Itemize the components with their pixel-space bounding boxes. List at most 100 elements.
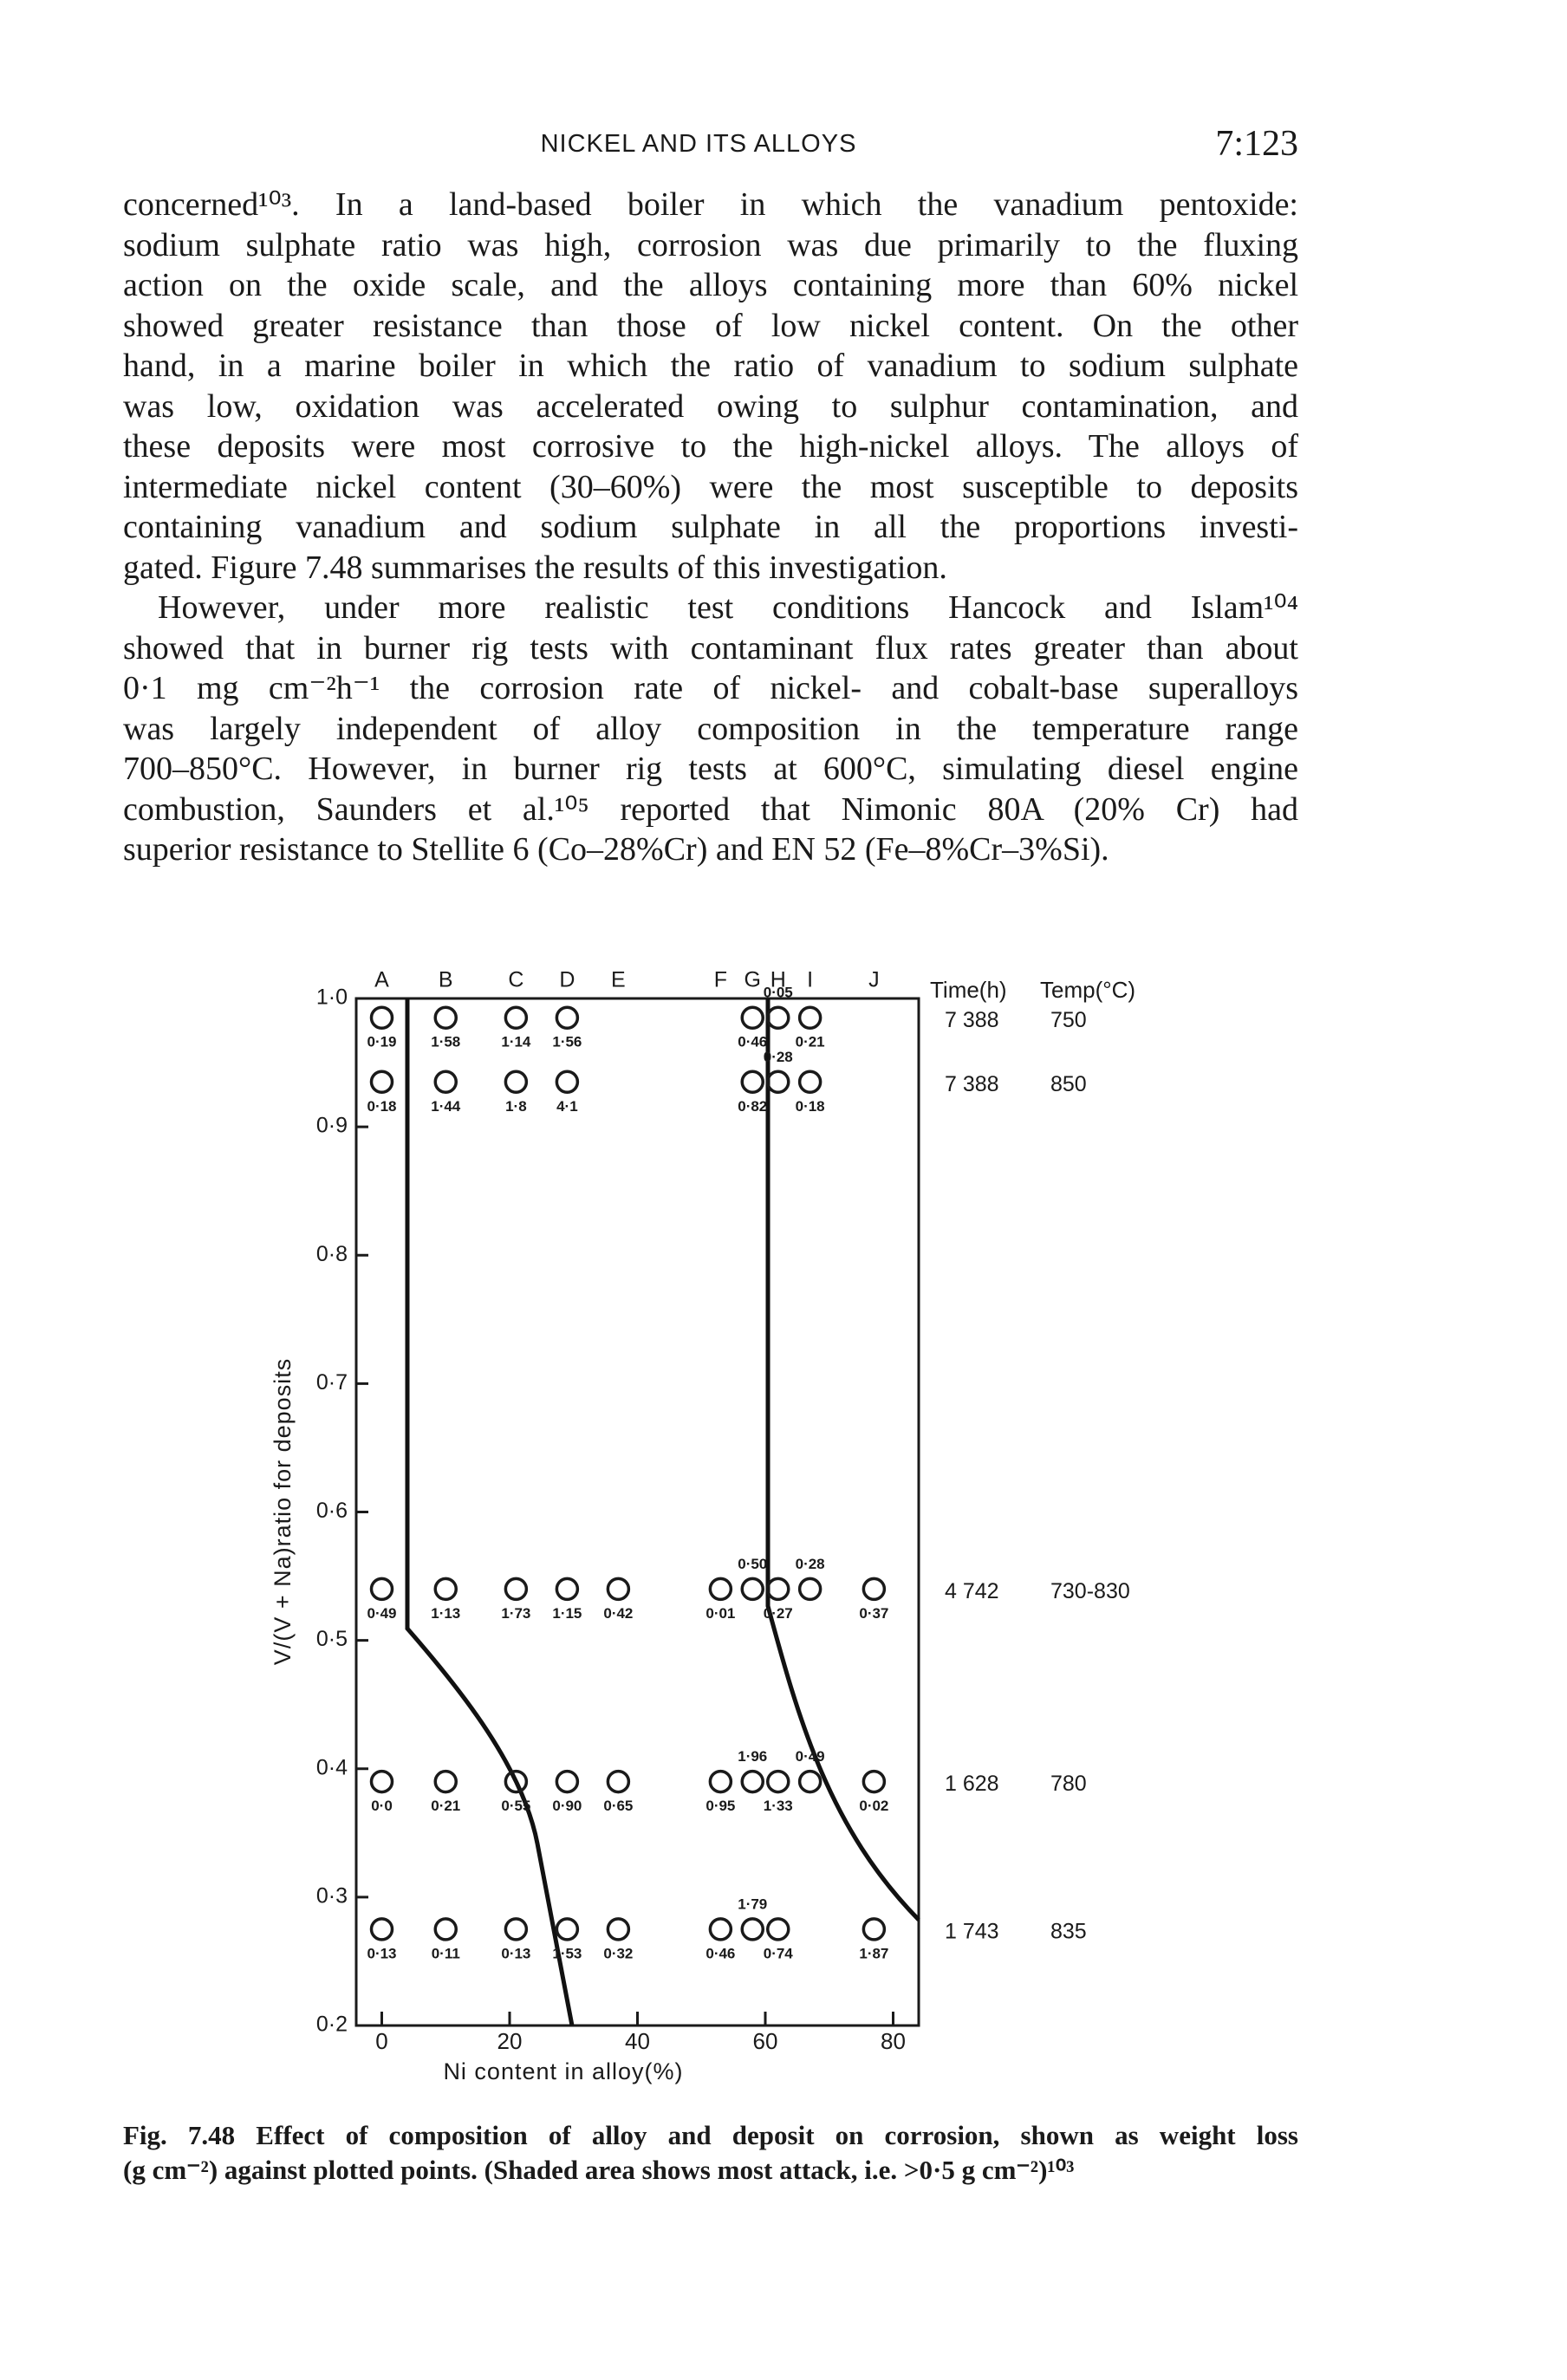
data-label: 0·18 bbox=[367, 1098, 396, 1115]
data-point bbox=[606, 1917, 631, 1941]
text-line: 700–850°C. However, in burner rig tests … bbox=[123, 751, 1298, 787]
page-number: 7:123 bbox=[1215, 124, 1298, 164]
data-point bbox=[369, 1769, 394, 1794]
data-label: 0·65 bbox=[603, 1798, 633, 1814]
y-tick-label: 0·6 bbox=[316, 1499, 348, 1523]
column-label: G bbox=[744, 968, 761, 992]
data-point bbox=[606, 1577, 631, 1602]
data-label: 0·90 bbox=[552, 1798, 582, 1814]
y-tick-label: 0·7 bbox=[316, 1370, 348, 1395]
data-label: 0·49 bbox=[367, 1605, 396, 1622]
text-line: concerned¹⁰³. In a land-based boiler in … bbox=[123, 186, 1298, 223]
data-label: 1·73 bbox=[501, 1605, 530, 1622]
text-line: containing vanadium and sodium sulphate … bbox=[123, 509, 1298, 545]
data-point bbox=[433, 1917, 458, 1941]
boundary-curve bbox=[765, 998, 920, 1922]
data-label: 0·74 bbox=[764, 1945, 794, 1961]
x-tick-label: 20 bbox=[497, 2028, 523, 2054]
data-point bbox=[504, 1917, 529, 1941]
y-tick-label: 0·2 bbox=[316, 2013, 348, 2037]
data-label: 1·56 bbox=[552, 1034, 582, 1050]
text-line: 0·1 mg cm⁻²h⁻¹ the corrosion rate of nic… bbox=[123, 670, 1298, 706]
text-line: action on the oxide scale, and the alloy… bbox=[123, 267, 1298, 303]
data-point bbox=[555, 1577, 580, 1602]
data-label: 0·46 bbox=[738, 1034, 767, 1050]
data-point bbox=[708, 1917, 733, 1941]
y-axis-title: V/(V + Na)ratio for deposits bbox=[270, 1358, 296, 1665]
data-label: 0·28 bbox=[764, 1049, 793, 1065]
data-label: 0·0 bbox=[371, 1798, 393, 1814]
data-label: 1·44 bbox=[431, 1098, 461, 1115]
data-label: 0·46 bbox=[705, 1945, 735, 1961]
data-point bbox=[369, 1005, 394, 1030]
data-point bbox=[369, 1070, 394, 1095]
data-point bbox=[555, 1917, 580, 1941]
data-point bbox=[369, 1577, 394, 1602]
column-label: E bbox=[611, 968, 626, 992]
data-label: 0·95 bbox=[705, 1798, 735, 1814]
caption-line: (g cm⁻²) against plotted points. (Shaded… bbox=[123, 2155, 1075, 2185]
temp-cell: 730-830 bbox=[1050, 1579, 1130, 1603]
data-point bbox=[740, 1577, 764, 1602]
time-cell: 1 743 bbox=[945, 1920, 999, 1944]
data-point bbox=[555, 1005, 580, 1030]
y-tick-label: 0·9 bbox=[316, 1114, 348, 1138]
column-label: A bbox=[374, 968, 389, 992]
data-label: 0·37 bbox=[859, 1605, 888, 1622]
y-tick-label: 1·0 bbox=[316, 985, 348, 1010]
y-tick-label: 0·8 bbox=[316, 1242, 348, 1266]
plot-frame bbox=[354, 997, 920, 2027]
text-line: superior resistance to Stellite 6 (Co–28… bbox=[123, 831, 1109, 868]
data-label: 0·49 bbox=[796, 1748, 825, 1765]
data-point bbox=[433, 1005, 458, 1030]
x-tick-label: 40 bbox=[625, 2028, 650, 2054]
text-line: gated. Figure 7.48 summarises the result… bbox=[123, 549, 947, 586]
column-label: C bbox=[508, 968, 523, 992]
data-point bbox=[766, 1917, 790, 1941]
data-point bbox=[708, 1577, 733, 1602]
y-tick-label: 0·5 bbox=[316, 1627, 348, 1651]
data-label: 1·79 bbox=[738, 1896, 767, 1912]
text-line: was largely independent of alloy composi… bbox=[123, 710, 1298, 747]
data-label: 1·53 bbox=[552, 1945, 582, 1961]
data-label: 1·87 bbox=[859, 1945, 888, 1961]
temp-cell: 850 bbox=[1050, 1072, 1087, 1096]
data-label: 0·32 bbox=[603, 1945, 633, 1961]
y-tick-label: 0·3 bbox=[316, 1883, 348, 1908]
column-label: B bbox=[439, 968, 453, 992]
data-label: 1·58 bbox=[431, 1034, 460, 1050]
data-point bbox=[433, 1577, 458, 1602]
data-label: 0·55 bbox=[501, 1798, 530, 1814]
column-label: J bbox=[868, 968, 880, 992]
data-point bbox=[862, 1769, 887, 1794]
text-line: hand, in a marine boiler in which the ra… bbox=[123, 348, 1298, 384]
data-point bbox=[504, 1070, 529, 1095]
column-label: F bbox=[714, 968, 727, 992]
data-point bbox=[766, 1005, 790, 1030]
data-label: 0·01 bbox=[705, 1605, 735, 1622]
data-label: 1·13 bbox=[431, 1605, 460, 1622]
caption-line: Fig. 7.48 Effect of composition of alloy… bbox=[123, 2120, 1298, 2150]
data-point bbox=[555, 1070, 580, 1095]
data-point bbox=[797, 1005, 823, 1030]
data-point bbox=[740, 1917, 764, 1941]
text-line: showed greater resistance than those of … bbox=[123, 307, 1298, 344]
temp-cell: 750 bbox=[1050, 1008, 1087, 1032]
data-point bbox=[606, 1769, 631, 1794]
data-point bbox=[797, 1070, 823, 1095]
data-point bbox=[740, 1070, 764, 1095]
data-label: 0·13 bbox=[367, 1945, 396, 1961]
data-label: 0·18 bbox=[796, 1098, 825, 1115]
data-point bbox=[504, 1769, 529, 1794]
data-label: 0·21 bbox=[796, 1034, 825, 1050]
data-point bbox=[708, 1769, 733, 1794]
boundary-curve bbox=[405, 998, 575, 2026]
temp-cell: 835 bbox=[1050, 1920, 1087, 1944]
data-point bbox=[766, 1070, 790, 1095]
text-line: was low, oxidation was accelerated owing… bbox=[123, 387, 1298, 425]
data-point bbox=[766, 1577, 790, 1602]
data-label: 1·15 bbox=[552, 1605, 582, 1622]
data-point bbox=[504, 1005, 529, 1030]
text-line: sodium sulphate ratio was high, corrosio… bbox=[123, 226, 1298, 263]
